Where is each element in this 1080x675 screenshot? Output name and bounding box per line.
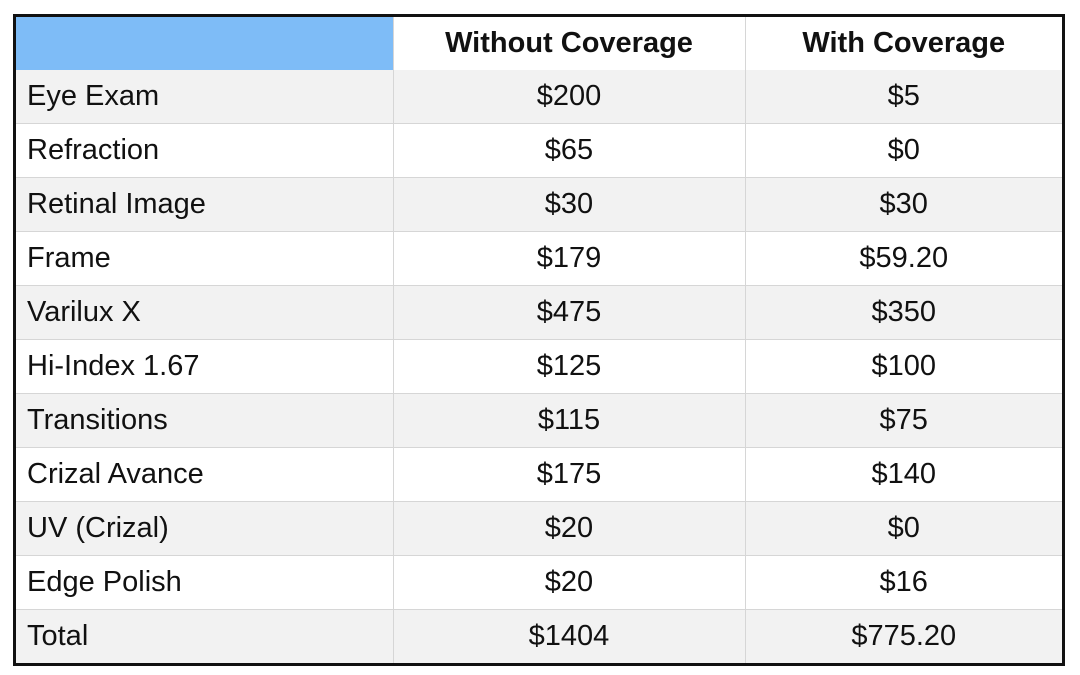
- table-row: Refraction $65 $0: [16, 123, 1062, 178]
- cost-table-grid: Without Coverage With Coverage Eye Exam …: [16, 17, 1062, 663]
- total-with-value: $775.20: [745, 609, 1062, 663]
- table-row: Transitions $115 $75: [16, 393, 1062, 448]
- row-with-value: $75: [745, 393, 1062, 448]
- row-with-value: $16: [745, 555, 1062, 610]
- row-without-value: $30: [393, 177, 746, 232]
- row-item-label: Edge Polish: [16, 555, 394, 610]
- table-row: Frame $179 $59.20: [16, 231, 1062, 286]
- header-corner-cell: [16, 17, 394, 70]
- row-without-value: $20: [393, 555, 746, 610]
- row-with-value: $0: [745, 501, 1062, 556]
- header-row: Without Coverage With Coverage: [16, 17, 1062, 70]
- row-item-label: Frame: [16, 231, 394, 286]
- table-row: Retinal Image $30 $30: [16, 177, 1062, 232]
- row-without-value: $65: [393, 123, 746, 178]
- row-with-value: $59.20: [745, 231, 1062, 286]
- row-item-label: Crizal Avance: [16, 447, 394, 502]
- table-row: Hi-Index 1.67 $125 $100: [16, 339, 1062, 394]
- header-without-coverage: Without Coverage: [393, 17, 746, 70]
- table-row: Eye Exam $200 $5: [16, 70, 1062, 124]
- row-with-value: $30: [745, 177, 1062, 232]
- table-row: UV (Crizal) $20 $0: [16, 501, 1062, 556]
- table-row: Edge Polish $20 $16: [16, 555, 1062, 610]
- table-row: Crizal Avance $175 $140: [16, 447, 1062, 502]
- row-item-label: Transitions: [16, 393, 394, 448]
- table-row: Varilux X $475 $350: [16, 285, 1062, 340]
- cost-comparison-table: Without Coverage With Coverage Eye Exam …: [13, 14, 1065, 666]
- row-item-label: UV (Crizal): [16, 501, 394, 556]
- row-with-value: $350: [745, 285, 1062, 340]
- row-item-label: Refraction: [16, 123, 394, 178]
- total-without-value: $1404: [393, 609, 746, 663]
- row-without-value: $200: [393, 70, 746, 124]
- total-label: Total: [16, 609, 394, 663]
- row-without-value: $175: [393, 447, 746, 502]
- row-with-value: $0: [745, 123, 1062, 178]
- row-with-value: $5: [745, 70, 1062, 124]
- row-without-value: $179: [393, 231, 746, 286]
- row-item-label: Retinal Image: [16, 177, 394, 232]
- row-item-label: Varilux X: [16, 285, 394, 340]
- row-with-value: $100: [745, 339, 1062, 394]
- row-item-label: Eye Exam: [16, 70, 394, 124]
- total-row: Total $1404 $775.20: [16, 609, 1062, 663]
- row-without-value: $115: [393, 393, 746, 448]
- row-without-value: $20: [393, 501, 746, 556]
- row-without-value: $125: [393, 339, 746, 394]
- header-with-coverage: With Coverage: [745, 17, 1062, 70]
- row-without-value: $475: [393, 285, 746, 340]
- row-with-value: $140: [745, 447, 1062, 502]
- row-item-label: Hi-Index 1.67: [16, 339, 394, 394]
